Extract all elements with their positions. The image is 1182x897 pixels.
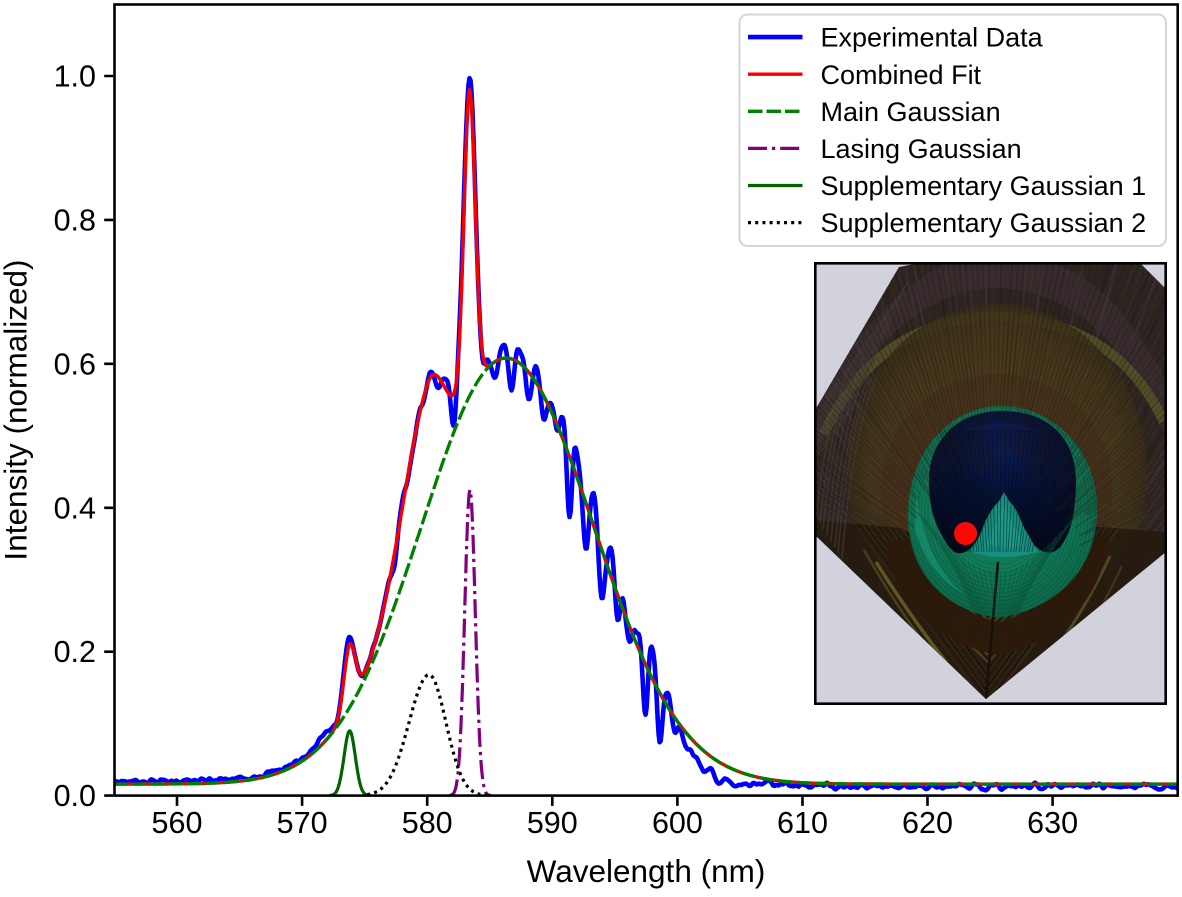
svg-text:600: 600 (652, 806, 703, 840)
svg-text:Main Gaussian: Main Gaussian (821, 97, 1001, 127)
svg-text:Lasing Gaussian: Lasing Gaussian (821, 134, 1022, 164)
svg-text:Intensity (normalized): Intensity (normalized) (0, 259, 34, 560)
svg-text:0.6: 0.6 (54, 347, 96, 381)
svg-text:630: 630 (1027, 806, 1078, 840)
svg-text:560: 560 (152, 806, 203, 840)
svg-text:590: 590 (527, 806, 578, 840)
svg-text:580: 580 (402, 806, 453, 840)
svg-text:Combined Fit: Combined Fit (821, 60, 982, 90)
svg-text:0.8: 0.8 (54, 203, 96, 237)
svg-text:0.0: 0.0 (54, 779, 96, 813)
svg-text:Experimental Data: Experimental Data (821, 23, 1044, 53)
svg-text:610: 610 (777, 806, 828, 840)
svg-text:570: 570 (277, 806, 328, 840)
svg-text:1.0: 1.0 (54, 60, 96, 94)
svg-text:Supplementary Gaussian 2: Supplementary Gaussian 2 (821, 208, 1147, 238)
svg-text:0.4: 0.4 (54, 491, 96, 525)
svg-text:Supplementary Gaussian 1: Supplementary Gaussian 1 (821, 171, 1147, 201)
svg-text:620: 620 (902, 806, 953, 840)
svg-text:Wavelength (nm): Wavelength (nm) (527, 853, 766, 889)
svg-text:0.2: 0.2 (54, 635, 96, 669)
